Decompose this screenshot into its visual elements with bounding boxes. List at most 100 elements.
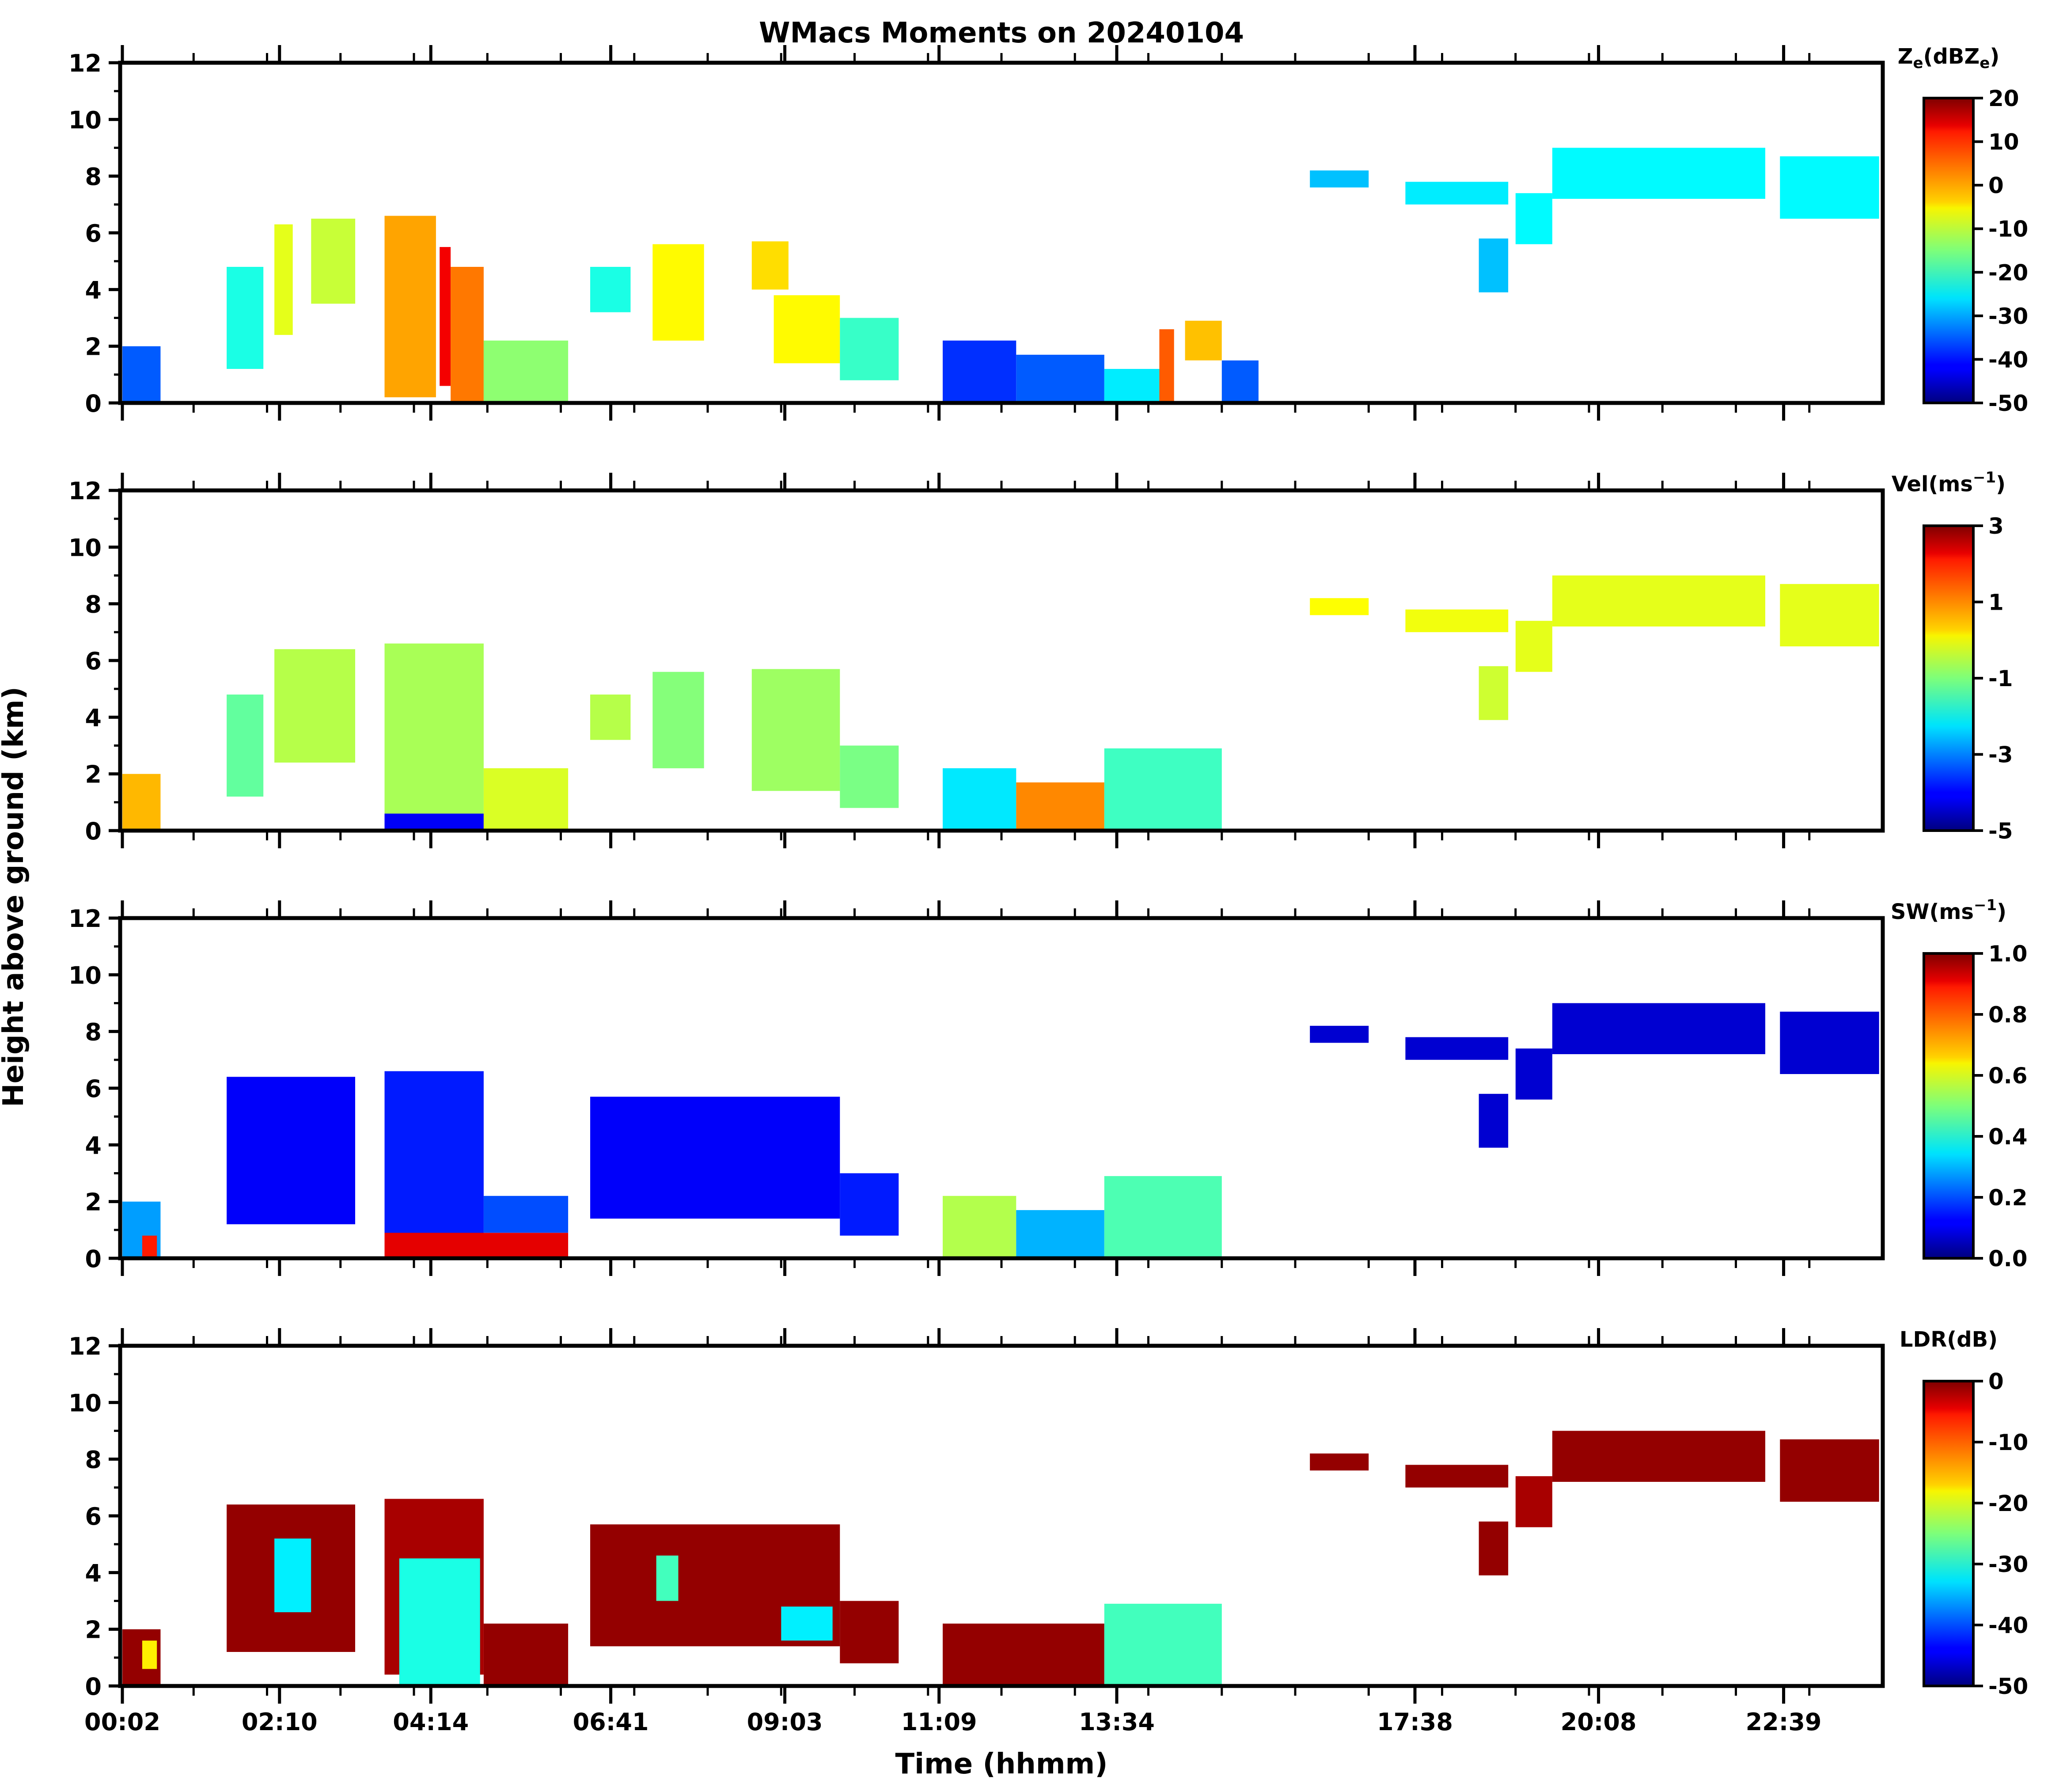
- heatmap-cell: [590, 267, 631, 312]
- heatmap-cell: [751, 241, 789, 290]
- colorbar: 3 1 -1 -3 -5 Vel(ms−1): [1892, 469, 2013, 844]
- colorbar-tick-label: 0.4: [1988, 1124, 2028, 1150]
- y-tick-label: 10: [68, 961, 102, 989]
- colorbar-gradient: [1923, 97, 1975, 404]
- colorbar-tick-label: 0.8: [1988, 1002, 2028, 1028]
- colorbar-tick-label: 0.0: [1988, 1246, 2028, 1272]
- heatmap-cell: [1405, 609, 1509, 632]
- panel-spectrum_width: 0 2 4 6 8 10 12 1.0 0.8 0.6 0.4 0.2 0.0 SW(ms−1): [68, 896, 2028, 1276]
- heatmap-cells: [122, 1003, 1879, 1259]
- heatmap-cell: [1104, 748, 1222, 831]
- colorbar-title: SW(ms−1): [1891, 896, 2006, 924]
- heatmap-cell: [590, 1097, 840, 1219]
- heatmap-cell: [652, 244, 704, 341]
- heatmap-cell: [1479, 666, 1509, 720]
- heatmap-cell: [1780, 584, 1879, 646]
- colorbar-tick-label: -30: [1988, 1552, 2028, 1577]
- x-tick-label: 04:14: [393, 1708, 469, 1736]
- colorbar-title: Ze(dBZe): [1898, 44, 2000, 72]
- heatmap-cell: [1780, 156, 1879, 219]
- heatmap-cell: [1185, 320, 1222, 361]
- y-tick-label: 2: [85, 333, 102, 361]
- colorbar-tick-label: 20: [1988, 86, 2019, 111]
- heatmap-cell: [399, 1558, 480, 1686]
- x-tick-label: 20:08: [1561, 1708, 1637, 1736]
- heatmap-cell: [122, 346, 161, 403]
- heatmap-cell: [384, 216, 436, 398]
- heatmap-cell: [943, 1196, 1016, 1258]
- heatmap-cell: [1310, 1025, 1369, 1043]
- heatmap-cell: [1515, 621, 1552, 672]
- heatmap-cell: [1515, 1476, 1552, 1527]
- heatmap-cell: [840, 1173, 899, 1236]
- heatmap-cells: [122, 1431, 1879, 1686]
- heatmap-cell: [1405, 182, 1509, 205]
- heatmap-cell: [1221, 360, 1259, 403]
- x-axis-label: Time (hhmm): [895, 1748, 1108, 1781]
- heatmap-cell: [227, 267, 264, 369]
- y-tick-label: 4: [85, 1131, 102, 1159]
- heatmap-cell: [1405, 1037, 1509, 1060]
- colorbar-tick-label: 3: [1988, 513, 2004, 539]
- colorbar-tick-label: -20: [1988, 260, 2028, 285]
- x-tick-label: 17:38: [1377, 1708, 1453, 1736]
- heatmap-cell: [311, 218, 356, 304]
- panel-reflectivity: 0 2 4 6 8 10 12 20 10 0 -10 -20 -30 -40 -50 Ze(dBZe): [68, 44, 2028, 421]
- heatmap-cell: [483, 1196, 569, 1233]
- heatmap-cell: [440, 247, 451, 386]
- heatmap-cell: [227, 1077, 355, 1224]
- heatmap-cell: [1479, 238, 1509, 292]
- colorbar-tick-label: 0: [1988, 1369, 2004, 1394]
- heatmap-cell: [1552, 1003, 1765, 1054]
- colorbar-tick-label: 0.2: [1988, 1185, 2028, 1211]
- colorbar-tick-label: -40: [1988, 347, 2028, 372]
- y-tick-label: 6: [85, 220, 102, 247]
- figure-title: WMacs Moments on 20240104: [759, 17, 1244, 49]
- heatmap-cell: [384, 813, 484, 831]
- colorbar-tick-label: 1.0: [1988, 941, 2028, 967]
- x-tick-label: 13:34: [1079, 1708, 1155, 1736]
- panels: 02468101220100-10-20-30-40-50Ze(dBZe)024…: [68, 44, 2029, 1736]
- y-tick-label: 12: [68, 477, 102, 505]
- x-tick-label: 00:02: [84, 1708, 160, 1736]
- heatmap-cell: [274, 1538, 311, 1613]
- heatmap-cell: [751, 669, 840, 791]
- heatmap-cell: [1310, 1453, 1369, 1471]
- y-tick-label: 0: [85, 390, 102, 418]
- heatmap-cell: [1310, 170, 1369, 188]
- colorbar-tick-label: -20: [1988, 1491, 2028, 1516]
- heatmap-cell: [1405, 1465, 1509, 1488]
- panel-doppler_velocity: 0 2 4 6 8 10 12 3 1 -1 -3 -5 Vel(ms−1): [68, 469, 2013, 848]
- y-tick-label: 2: [85, 761, 102, 789]
- heatmap-cell: [840, 1601, 899, 1663]
- y-axis-label: Height above ground (km): [0, 687, 30, 1107]
- colorbar-tick-label: -5: [1988, 818, 2013, 844]
- y-tick-label: 12: [68, 905, 102, 933]
- heatmap-cell: [483, 1623, 569, 1686]
- x-tick-label: 22:39: [1746, 1708, 1822, 1736]
- y-tick-label: 10: [68, 106, 102, 134]
- heatmap-cell: [384, 643, 484, 816]
- heatmap-cell: [781, 1606, 833, 1641]
- heatmap-cell: [1310, 598, 1369, 615]
- heatmap-cell: [483, 340, 569, 403]
- colorbar-title: Vel(ms−1): [1892, 469, 2006, 497]
- heatmap-cell: [122, 774, 161, 831]
- y-tick-label: 4: [85, 276, 102, 304]
- heatmap-cell: [1515, 1048, 1552, 1100]
- colorbar-tick-label: -30: [1988, 304, 2028, 329]
- y-tick-label: 8: [85, 1446, 102, 1474]
- colorbar-gradient: [1923, 524, 1975, 832]
- y-tick-label: 12: [68, 49, 102, 77]
- heatmap-cell: [943, 768, 1016, 831]
- y-tick-label: 0: [85, 817, 102, 845]
- heatmap-cell: [1515, 193, 1552, 244]
- heatmap-cell: [1104, 1176, 1222, 1258]
- heatmap-cell: [384, 1071, 484, 1236]
- heatmap-cell: [840, 745, 899, 808]
- heatmap-cell: [1552, 148, 1765, 199]
- colorbar-tick-label: 0: [1988, 173, 2004, 198]
- heatmap-cell: [774, 295, 840, 364]
- colorbar-tick-label: 0.6: [1988, 1063, 2028, 1089]
